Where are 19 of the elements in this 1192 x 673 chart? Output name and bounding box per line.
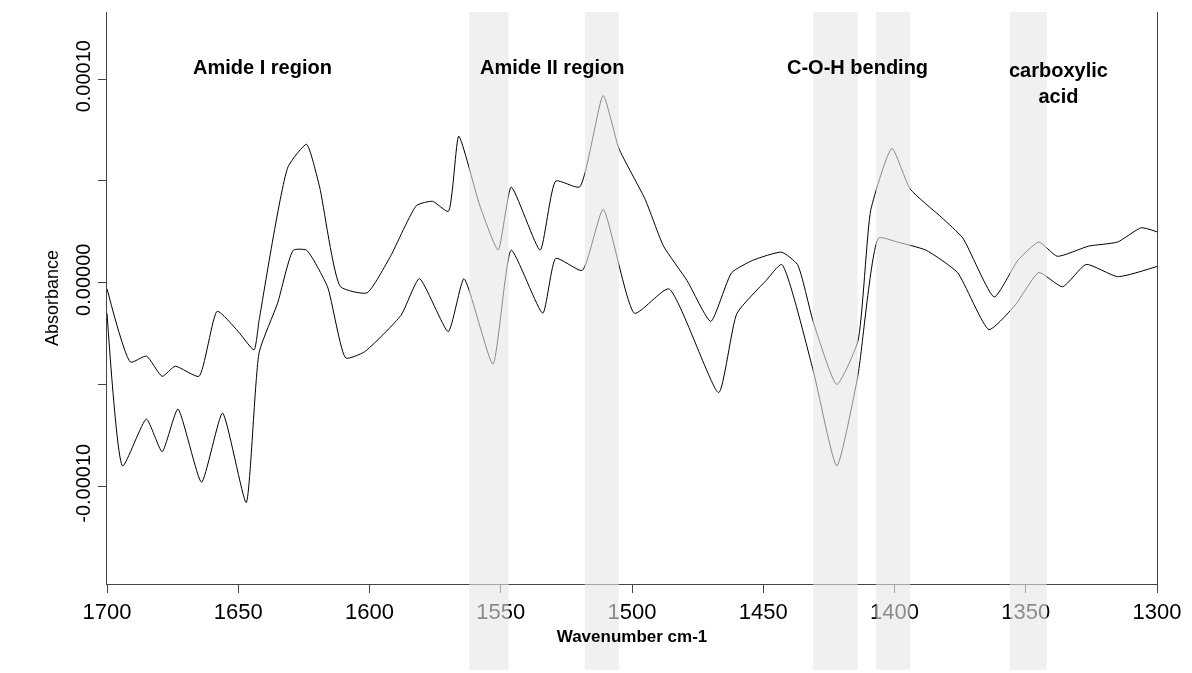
y-tick-label: -0.00010 [72, 443, 94, 523]
x-tick-label: 1600 [345, 599, 394, 625]
annotation: carboxylic acid [1009, 59, 1108, 107]
x-tick-label: 1450 [738, 599, 788, 625]
y-tick-label: 0.00000 [72, 243, 94, 316]
x-tick-label: 1550 [476, 599, 526, 625]
x-tick-label: 1700 [82, 599, 132, 625]
annotation: Amide II region [480, 56, 625, 78]
y-tick-label: 0.00010 [72, 40, 94, 113]
line-series [107, 208, 1157, 504]
y-axis-title: Absorbance [42, 249, 63, 347]
x-axis-title: Wavenumber cm-1 [556, 626, 708, 646]
x-tick-label: 1500 [607, 599, 657, 625]
annotation: Amide I region [193, 56, 332, 78]
annotation: C-O-H bending [787, 56, 929, 78]
x-tick-label: 1300 [1132, 599, 1182, 625]
x-tick-label: 1400 [870, 599, 919, 625]
x-tick-label: 1650 [213, 599, 263, 625]
x-tick-label: 1350 [1001, 599, 1051, 625]
